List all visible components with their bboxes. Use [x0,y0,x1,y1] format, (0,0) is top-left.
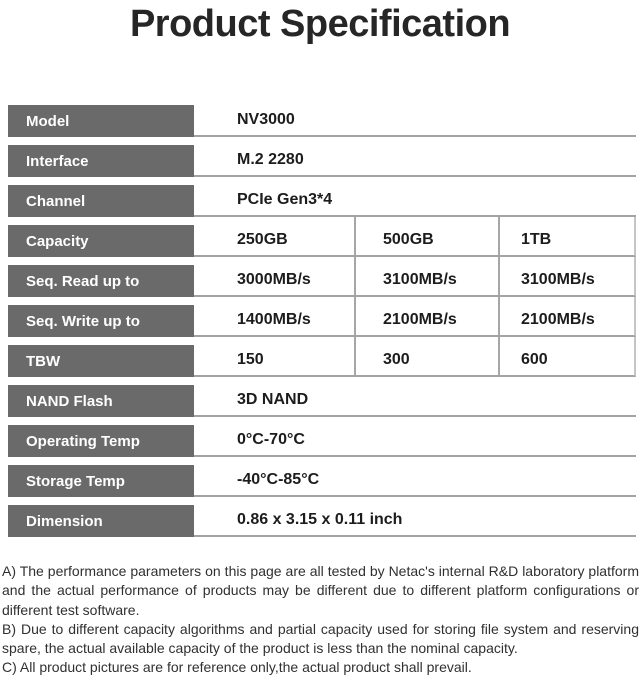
table-row: Channel PCIe Gen3*4 [8,177,636,217]
value-cell: 0.86 x 3.15 x 0.11 inch [237,510,403,528]
value-cell: 150 [237,350,264,368]
row-values: 3D NAND [194,377,636,417]
row-values: M.2 2280 [194,137,636,177]
table-row: Dimension 0.86 x 3.15 x 0.11 inch [8,497,636,537]
table-row: Seq. Write up to 1400MB/s 2100MB/s 2100MB/s [8,297,636,337]
row-label: Storage Temp [8,465,194,497]
row-values: PCIe Gen3*4 [194,177,636,217]
value-cell: 3100MB/s [498,257,634,295]
row-label: Operating Temp [8,425,194,457]
row-values: 1400MB/s 2100MB/s 2100MB/s [194,297,636,337]
value-cell: 3000MB/s [237,270,311,288]
value-cell: M.2 2280 [237,150,304,168]
table-row: Storage Temp -40°C-85°C [8,457,636,497]
row-values: 250GB 500GB 1TB [194,217,636,257]
row-label: Channel [8,185,194,217]
table-row: Operating Temp 0°C-70°C [8,417,636,457]
footnotes: A) The performance parameters on this pa… [2,562,639,678]
table-row: TBW 150 300 600 [8,337,636,377]
row-label: Model [8,105,194,137]
row-label: Seq. Write up to [8,305,194,337]
value-cell: 3D NAND [237,390,309,408]
value-cell: 300 [354,337,498,375]
value-cell: 1TB [498,217,634,255]
value-cell: 2100MB/s [354,297,498,335]
table-row: Model NV3000 [8,97,636,137]
row-values: NV3000 [194,97,636,137]
table-row: Interface M.2 2280 [8,137,636,177]
value-cell: 1400MB/s [237,310,311,328]
row-label: Capacity [8,225,194,257]
value-cell: 0°C-70°C [237,430,305,448]
row-values: 150 300 600 [194,337,636,377]
row-label: TBW [8,345,194,377]
table-row: NAND Flash 3D NAND [8,377,636,417]
row-values: -40°C-85°C [194,457,636,497]
value-cell: PCIe Gen3*4 [237,190,333,208]
footnote: C) All product pictures are for referenc… [2,659,472,676]
row-label: Dimension [8,505,194,537]
row-label: Seq. Read up to [8,265,194,297]
value-cell: 250GB [237,230,288,248]
value-cell: -40°C-85°C [237,470,320,488]
row-label: NAND Flash [8,385,194,417]
row-values: 0.86 x 3.15 x 0.11 inch [194,497,636,537]
row-values: 3000MB/s 3100MB/s 3100MB/s [194,257,636,297]
table-row: Seq. Read up to 3000MB/s 3100MB/s 3100MB/s [8,257,636,297]
table-row: Capacity 250GB 500GB 1TB [8,217,636,257]
spec-table: Model NV3000 Interface M.2 2280 Channel PCIe … [8,97,636,537]
value-cell: 600 [498,337,634,375]
page-title: Product Specification [129,3,511,45]
footnote: A) The performance parameters on this pa… [2,563,639,618]
row-label: Interface [8,145,194,177]
footnote: B) Due to different capacity algorithms … [2,620,639,657]
value-cell: 500GB [354,217,498,255]
value-cell: 3100MB/s [354,257,498,295]
value-cell: NV3000 [237,110,295,128]
value-cell: 2100MB/s [498,297,634,335]
row-values: 0°C-70°C [194,417,636,457]
